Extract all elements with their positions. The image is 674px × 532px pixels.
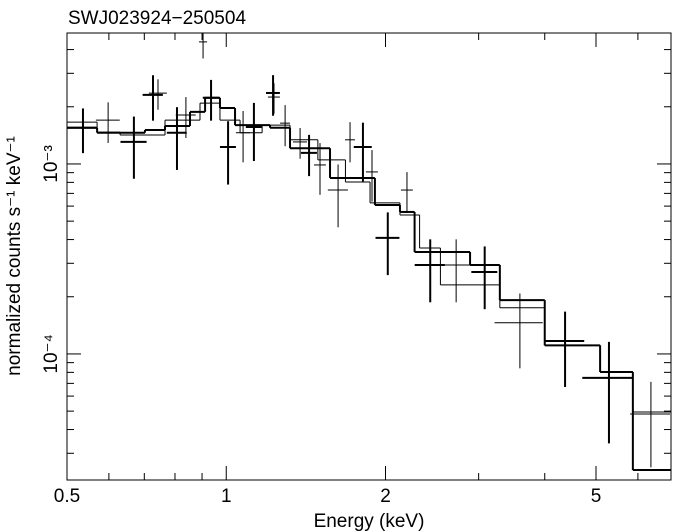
x-axis-label: Energy (keV) <box>314 511 425 532</box>
plot-frame <box>66 32 672 481</box>
x-tick-label: 5 <box>591 486 602 507</box>
plot-area <box>67 33 671 471</box>
y-axis-label: normalized counts s⁻¹ keV⁻¹ <box>4 136 25 376</box>
chart-title: SWJ023924−250504 <box>68 8 246 29</box>
y-tick-label: 10⁻³ <box>41 145 62 183</box>
x-tick-label: 2 <box>380 486 391 507</box>
y-tick-label: 10⁻⁴ <box>41 334 62 373</box>
x-tick-label: 0.5 <box>54 486 80 507</box>
x-tick-label: 1 <box>221 486 232 507</box>
